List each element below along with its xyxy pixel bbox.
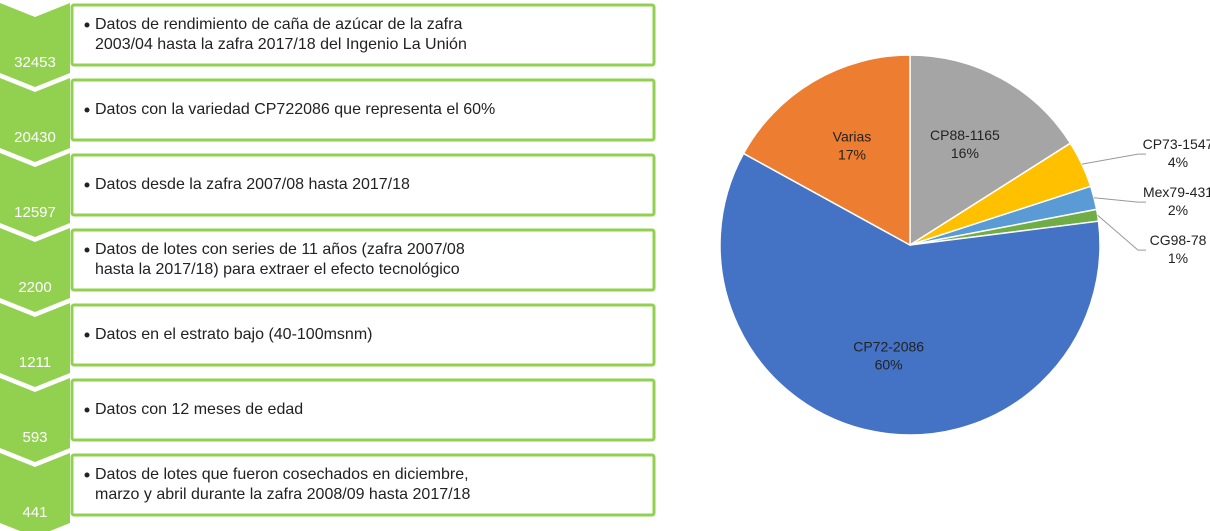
step-box xyxy=(70,303,656,367)
chevron xyxy=(0,303,70,387)
chevron xyxy=(0,228,70,312)
slice-value: 60% xyxy=(875,357,903,373)
step-text: Datos de lotes con series de 11 años (za… xyxy=(95,241,465,258)
step-box xyxy=(70,153,656,217)
step-count: 32453 xyxy=(14,54,56,71)
step-box xyxy=(70,3,656,67)
step-text: Datos en el estrato bajo (40-100msnm) xyxy=(95,326,372,343)
step-text: Datos desde la zafra 2007/08 hasta 2017/… xyxy=(95,176,410,193)
step-box xyxy=(70,78,656,142)
slice-label: CP73-1547 xyxy=(1143,136,1210,152)
chevron xyxy=(0,453,70,531)
step-text: Datos de rendimiento de caña de azúcar d… xyxy=(95,16,462,33)
step-text: hasta la 2017/18) para extraer el efecto… xyxy=(95,261,460,278)
step-text: Datos con 12 meses de edad xyxy=(95,401,303,418)
bullet xyxy=(84,407,90,413)
chevron xyxy=(0,378,70,462)
step-box xyxy=(70,453,656,517)
slice-label: Varias xyxy=(833,129,872,145)
bullet xyxy=(84,472,90,478)
slice-label: Mex79-431 xyxy=(1143,184,1210,200)
bullet xyxy=(84,182,90,188)
step-count: 20430 xyxy=(14,129,56,146)
pie-slice xyxy=(909,54,1072,247)
bullet xyxy=(84,247,90,253)
slice-label: CP88-1165 xyxy=(930,127,1000,143)
pie-slice xyxy=(719,152,1101,436)
leader-line xyxy=(1097,214,1146,251)
step-count: 441 xyxy=(22,504,47,521)
pie-slice xyxy=(742,54,911,247)
step-text: 2003/04 hasta la zafra 2017/18 del Ingen… xyxy=(95,36,467,53)
slice-value: 4% xyxy=(1168,154,1188,170)
step-box xyxy=(70,378,656,442)
step-count: 2200 xyxy=(18,279,51,296)
step-box xyxy=(70,228,656,292)
slice-value: 1% xyxy=(1168,250,1188,266)
step-text: Datos de lotes que fueron cosechados en … xyxy=(95,466,469,483)
slice-value: 16% xyxy=(951,145,979,161)
bullet xyxy=(84,332,90,338)
chevron xyxy=(0,3,70,87)
step-text: marzo y abril durante la zafra 2008/09 h… xyxy=(95,486,470,503)
step-text: Datos con la variedad CP722086 que repre… xyxy=(95,101,495,118)
step-count: 593 xyxy=(22,429,47,446)
step-count: 12597 xyxy=(14,204,56,221)
leader-line xyxy=(1081,153,1146,165)
leader-line xyxy=(1093,197,1146,203)
bullet xyxy=(84,22,90,28)
bullet xyxy=(84,107,90,113)
slice-label: CP72-2086 xyxy=(853,339,924,355)
chevron xyxy=(0,153,70,237)
chevron xyxy=(0,78,70,162)
slice-value: 2% xyxy=(1168,202,1188,218)
slice-label: CG98-78 xyxy=(1150,232,1207,248)
step-count: 1211 xyxy=(19,354,51,371)
slice-value: 17% xyxy=(838,147,866,163)
